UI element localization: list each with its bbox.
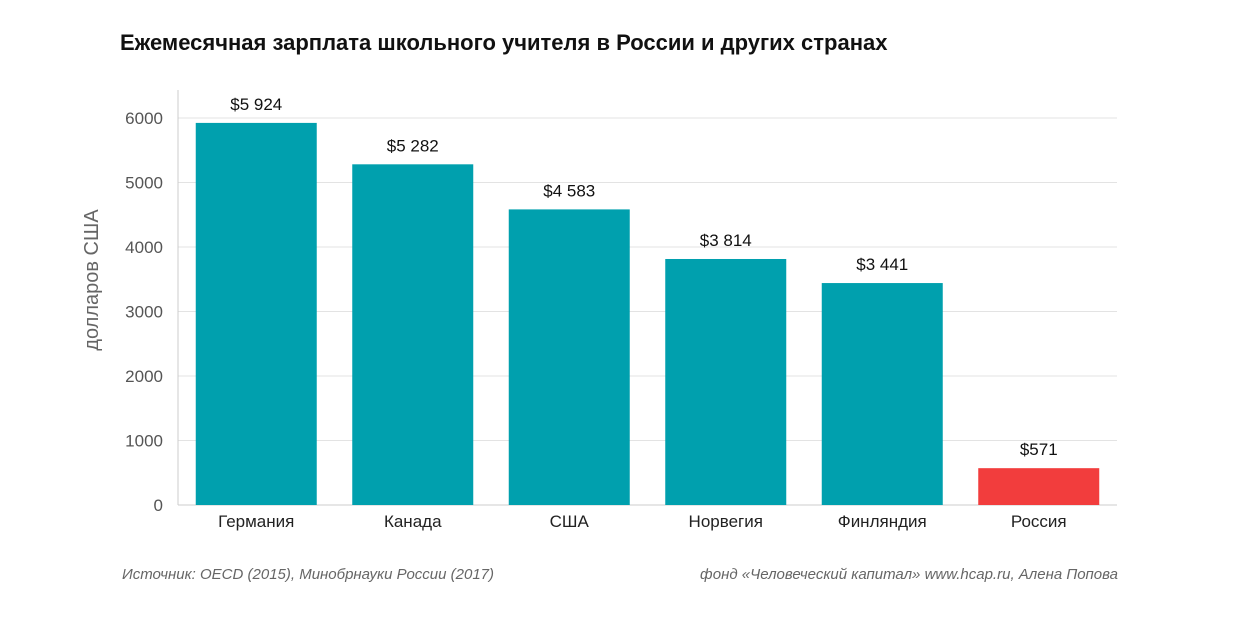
- source-note: Источник: OECD (2015), Минобрнауки Росси…: [122, 566, 494, 583]
- bar: [195, 122, 317, 505]
- y-tick-label: 0: [154, 496, 163, 515]
- credit-note: фонд «Человеческий капитал» www.hcap.ru,…: [700, 566, 1118, 583]
- x-tick-label: Германия: [218, 512, 294, 531]
- bar-value-label: $5 924: [230, 95, 282, 114]
- axes: 0 1000 2000 3000 4000 5000 6000 Германия Канада С…: [125, 90, 1117, 531]
- y-axis-label: долларов США: [81, 209, 103, 351]
- y-tick-label: 2000: [125, 367, 163, 386]
- y-tick-label: 1000: [125, 432, 163, 451]
- bars: [195, 122, 1100, 506]
- bar: [978, 468, 1100, 505]
- bar: [352, 164, 474, 505]
- x-tick-label: Финляндия: [838, 512, 927, 531]
- bar: [508, 209, 630, 506]
- y-tick-label: 3000: [125, 303, 163, 322]
- y-tick-label: 5000: [125, 174, 163, 193]
- y-tick-label: 4000: [125, 238, 163, 257]
- bar-value-label: $571: [1020, 440, 1058, 459]
- y-tick-label: 6000: [125, 109, 163, 128]
- bar: [821, 283, 943, 505]
- bar-value-label: $3 441: [856, 255, 908, 274]
- bar-value-label: $5 282: [387, 136, 439, 155]
- bar: [665, 258, 787, 505]
- chart-title: Ежемесячная зарплата школьного учителя в…: [120, 30, 888, 55]
- x-tick-label: США: [550, 512, 590, 531]
- bar-value-label: $4 583: [543, 181, 595, 200]
- x-tick-label: Канада: [384, 512, 442, 531]
- grid-lines: [178, 117, 1117, 441]
- x-tick-label: Норвегия: [689, 512, 763, 531]
- data-labels: $5 924 $5 282 $4 583 $3 814 $3 441 $571: [230, 95, 1057, 459]
- x-tick-label: Россия: [1011, 512, 1067, 531]
- bar-value-label: $3 814: [700, 231, 752, 250]
